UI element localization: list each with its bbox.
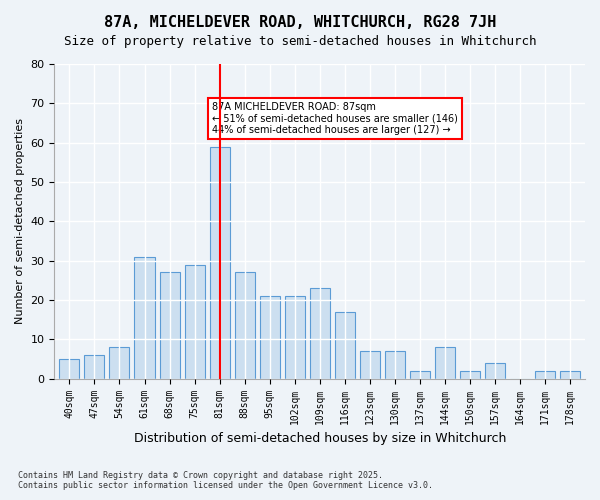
- Bar: [209, 146, 230, 378]
- Text: 87A MICHELDEVER ROAD: 87sqm
← 51% of semi-detached houses are smaller (146)
44% : 87A MICHELDEVER ROAD: 87sqm ← 51% of sem…: [212, 102, 458, 135]
- Bar: [85, 355, 104, 378]
- Bar: [335, 312, 355, 378]
- Bar: [385, 351, 405, 378]
- Bar: [460, 371, 480, 378]
- Bar: [134, 257, 155, 378]
- Bar: [535, 371, 555, 378]
- Bar: [109, 347, 130, 378]
- Bar: [560, 371, 580, 378]
- Bar: [360, 351, 380, 378]
- Text: Size of property relative to semi-detached houses in Whitchurch: Size of property relative to semi-detach…: [64, 35, 536, 48]
- Text: Contains HM Land Registry data © Crown copyright and database right 2025.
Contai: Contains HM Land Registry data © Crown c…: [18, 470, 433, 490]
- Bar: [160, 272, 179, 378]
- Bar: [435, 347, 455, 378]
- Bar: [260, 296, 280, 378]
- Text: 87A, MICHELDEVER ROAD, WHITCHURCH, RG28 7JH: 87A, MICHELDEVER ROAD, WHITCHURCH, RG28 …: [104, 15, 496, 30]
- Bar: [485, 363, 505, 378]
- Bar: [284, 296, 305, 378]
- Bar: [185, 264, 205, 378]
- Bar: [310, 288, 330, 378]
- Bar: [235, 272, 254, 378]
- Bar: [59, 359, 79, 378]
- X-axis label: Distribution of semi-detached houses by size in Whitchurch: Distribution of semi-detached houses by …: [134, 432, 506, 445]
- Bar: [410, 371, 430, 378]
- Y-axis label: Number of semi-detached properties: Number of semi-detached properties: [15, 118, 25, 324]
